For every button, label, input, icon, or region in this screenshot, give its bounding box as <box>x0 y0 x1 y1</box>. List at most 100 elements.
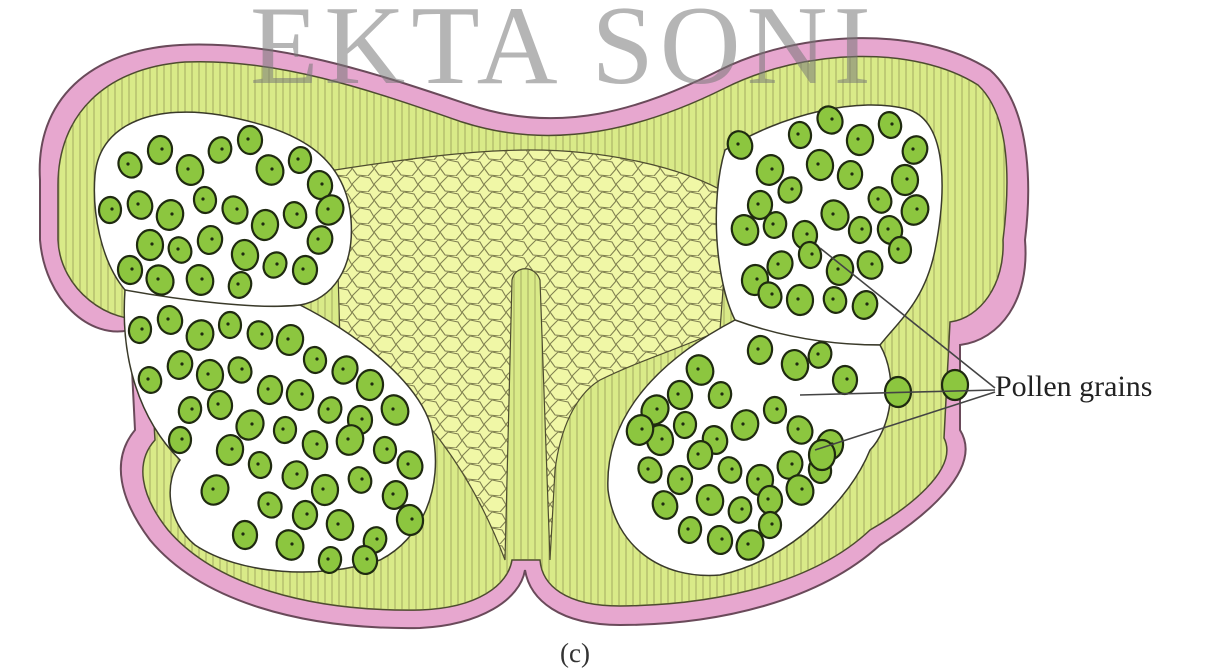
pollen-grain <box>805 148 835 182</box>
pollen-grain <box>637 456 663 484</box>
pollen-grain-nucleus <box>295 212 299 216</box>
pollen-grain-nucleus <box>720 392 724 396</box>
pollen-grain-nucleus <box>410 517 414 521</box>
pollen-grain <box>156 305 184 335</box>
pollen-grain <box>230 238 260 272</box>
pollen-grain-nucleus <box>370 382 374 386</box>
pollen-grain-nucleus <box>406 462 410 466</box>
pollen-grain-nucleus <box>200 277 204 281</box>
pollen-grain-nucleus <box>800 487 804 491</box>
pollen-grain <box>777 176 803 204</box>
pollen-grain <box>167 236 193 264</box>
pollen-grain <box>746 334 774 366</box>
pollen-grain-nucleus <box>286 337 290 341</box>
pollen-grain-nucleus <box>250 422 254 426</box>
pollen-grain <box>185 319 215 351</box>
pollen-grain <box>766 250 794 280</box>
pollen-grain <box>845 123 875 157</box>
pollen-grain <box>347 466 373 494</box>
pollen-grain <box>310 473 340 507</box>
pollen-grain-nucleus <box>206 372 210 376</box>
pollen-grain-nucleus <box>301 267 305 271</box>
pollen-grain <box>117 151 143 179</box>
pollen-grain <box>677 515 703 545</box>
pollen-grain <box>256 374 284 406</box>
pollen-grain-nucleus <box>235 207 239 211</box>
pollen-grain-nucleus <box>360 417 364 421</box>
pollen-grain-nucleus <box>326 557 330 561</box>
pollen-grain <box>776 450 804 480</box>
pollen-grain <box>246 320 274 350</box>
pollen-grain <box>235 409 265 441</box>
pollen-grain <box>755 154 785 186</box>
pollen-grain-nucleus <box>741 422 745 426</box>
pollen-grain-nucleus <box>790 462 794 466</box>
pollen-grain <box>207 136 233 164</box>
pollen-grain <box>250 208 280 242</box>
pollen-grain-nucleus <box>836 267 840 271</box>
pollen-grain-nucleus <box>915 207 919 211</box>
pollen-grain <box>217 310 243 340</box>
pollen-grain-nucleus <box>730 467 734 471</box>
pollen-grain-nucleus <box>845 377 849 381</box>
watermark-text: EKTA SONI <box>250 0 877 108</box>
pollen-grain-nucleus <box>870 262 874 266</box>
pollen-grain <box>315 194 345 226</box>
pollen-grain-nucleus <box>770 167 774 171</box>
pollen-grain <box>215 433 245 467</box>
pollen-grain-nucleus <box>905 177 909 181</box>
pollen-grain <box>757 510 783 540</box>
pollen-grain <box>325 509 355 541</box>
pollen-grain <box>167 425 193 455</box>
pollen-grain-nucleus <box>816 162 820 166</box>
pollen-grain <box>355 368 385 402</box>
pollen-grain <box>97 195 123 225</box>
pollen-grain-nucleus <box>226 322 230 326</box>
pollen-grain <box>686 440 714 470</box>
pollen-grain-nucleus <box>320 182 324 186</box>
pollen-grain-nucleus <box>796 427 800 431</box>
pollen-grain-nucleus <box>756 202 760 206</box>
pollen-grain-nucleus <box>655 407 659 411</box>
pollen-grain <box>901 135 929 165</box>
pollen-grain <box>890 163 920 197</box>
pollen-grain <box>787 120 813 150</box>
pollen-grain-nucleus <box>696 367 700 371</box>
pollen-grain <box>231 519 259 551</box>
pollen-grain-nucleus <box>336 522 340 526</box>
pollen-grain-nucleus <box>391 492 395 496</box>
pollen-grain <box>797 240 823 270</box>
pollen-grain-nucleus <box>176 247 180 251</box>
pollen-grain <box>262 251 288 279</box>
pollen-grain <box>785 474 815 506</box>
pollen-grain <box>247 450 273 480</box>
pollen-grain <box>785 283 815 317</box>
pollen-grain-nucleus <box>236 282 240 286</box>
pollen-grain <box>730 409 760 441</box>
pollen-grain <box>651 490 679 520</box>
pollen-grain-nucleus <box>341 367 345 371</box>
pollen-grain-nucleus <box>795 362 799 366</box>
pollen-grain-nucleus <box>126 162 130 166</box>
pollen-grain-nucleus <box>346 437 350 441</box>
pollen-grain <box>155 199 185 231</box>
pollen-grain-nucleus <box>756 477 760 481</box>
pollen-grain <box>145 264 175 296</box>
pollen-grain <box>820 199 850 231</box>
pollen-grain-nucleus <box>201 197 205 201</box>
pollen-grains-group <box>97 105 970 576</box>
pollen-grain-nucleus <box>771 222 775 226</box>
pollen-grain-nucleus <box>246 137 250 141</box>
pollen-grain <box>396 450 424 480</box>
pollen-grain <box>730 214 760 246</box>
pollen-grain-nucleus <box>305 512 309 516</box>
pollen-grain <box>227 271 253 299</box>
pollen-grain <box>236 124 264 156</box>
pollen-grain <box>175 154 205 186</box>
pollen-grain <box>206 389 234 421</box>
pollen-grain-nucleus <box>240 367 244 371</box>
pollen-grain-nucleus <box>180 437 184 441</box>
pollen-grain <box>685 354 715 386</box>
pollen-grain-nucleus <box>640 427 644 431</box>
pollen-grain <box>351 544 379 576</box>
